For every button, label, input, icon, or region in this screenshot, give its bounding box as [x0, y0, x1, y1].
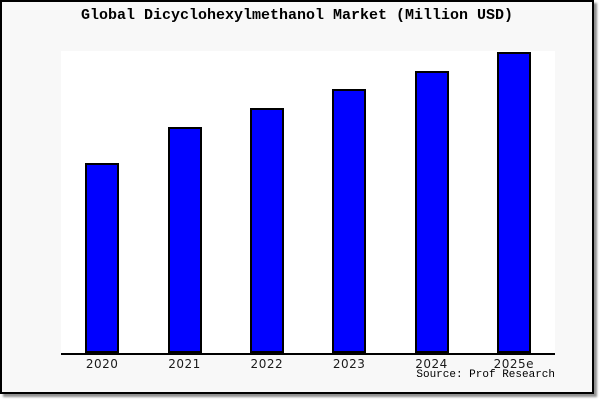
- x-tick-label-2022: 2022: [250, 357, 284, 371]
- bar-2020: [85, 163, 119, 353]
- bar-2025e: [497, 52, 531, 353]
- bar-2023: [332, 89, 366, 353]
- chart-card: Global Dicyclohexylmethanol Market (Mill…: [0, 0, 594, 394]
- bar-2024: [415, 71, 449, 353]
- source-credit: Source: Prof Research: [416, 369, 555, 381]
- x-tick-label-2023: 2023: [332, 357, 366, 371]
- chart-title: Global Dicyclohexylmethanol Market (Mill…: [80, 7, 514, 24]
- x-tick-label-2020: 2020: [85, 357, 119, 371]
- x-axis-tick-labels: 2020 2021 2022 2023 2024 2025e: [61, 358, 555, 372]
- plot-area: [61, 51, 555, 355]
- x-tick-label-2025e: 2025e: [493, 357, 535, 371]
- bar-2022: [250, 108, 284, 353]
- x-tick-label-2021: 2021: [168, 357, 201, 371]
- bar-2021: [168, 127, 202, 353]
- x-tick-label-2024: 2024: [415, 357, 448, 371]
